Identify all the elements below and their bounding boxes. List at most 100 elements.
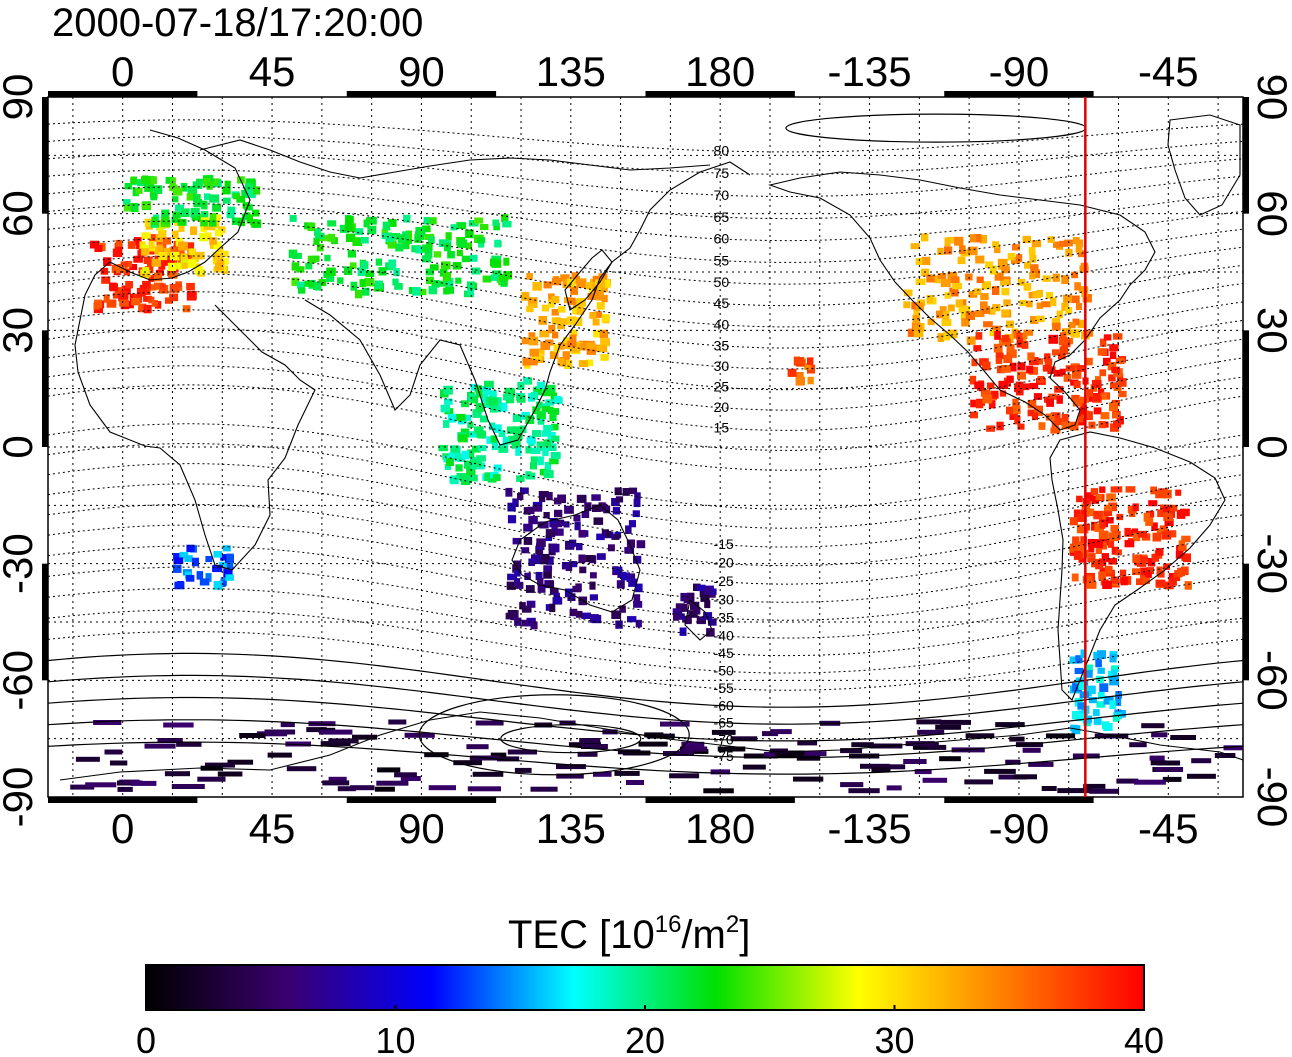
- tec-cell: [182, 305, 191, 313]
- tec-cell: [1097, 388, 1105, 397]
- colorbar-tick-label: 0: [136, 1020, 156, 1057]
- tec-cell: [475, 402, 485, 412]
- tec-cell: [528, 558, 535, 566]
- coast-japan: [564, 249, 613, 311]
- tec-cell: [267, 752, 292, 758]
- tec-cell: [541, 405, 550, 412]
- tec-cell: [1120, 577, 1128, 586]
- tec-cell: [1050, 427, 1061, 434]
- tec-cell: [1000, 365, 1011, 373]
- tec-cell: [209, 219, 217, 227]
- tec-cell: [529, 462, 537, 470]
- tec-cell: [141, 270, 151, 278]
- tec-cell: [136, 287, 146, 297]
- tec-cell: [913, 307, 920, 315]
- tec-cell: [567, 340, 577, 347]
- tec-cell: [552, 331, 559, 339]
- geomag-contour: [48, 443, 1243, 529]
- tec-cell: [572, 299, 580, 308]
- tec-cell: [502, 436, 510, 444]
- colorbar-tick-label: 30: [874, 1020, 914, 1057]
- tec-cell: [1026, 365, 1034, 374]
- tec-cell: [1094, 394, 1101, 402]
- tec-cell: [246, 190, 256, 199]
- tec-cell: [480, 415, 488, 423]
- tec-cell: [133, 255, 143, 263]
- tec-cell: [1155, 548, 1164, 556]
- tec-cell: [1027, 352, 1035, 361]
- tec-cell: [975, 310, 985, 318]
- tec-cell: [1017, 423, 1025, 430]
- tec-cell: [1161, 531, 1172, 540]
- left-lat-tick-label: 90: [0, 74, 41, 121]
- tec-cell: [537, 577, 544, 586]
- tec-cell: [1021, 341, 1029, 349]
- tec-cell: [457, 239, 467, 248]
- tec-cell: [1011, 244, 1021, 251]
- tec-cell: [632, 510, 640, 518]
- tec-cell: [153, 185, 163, 194]
- tec-cell: [1044, 353, 1051, 362]
- tec-cell: [1088, 553, 1096, 562]
- tec-cell: [596, 302, 605, 310]
- tec-cell: [633, 498, 641, 508]
- tec-cell: [546, 384, 556, 394]
- tec-cell: [180, 208, 190, 217]
- tec-cell: [1060, 332, 1067, 341]
- tec-cell: [946, 236, 956, 244]
- tec-cell: [505, 487, 513, 497]
- tec-cell: [730, 736, 758, 742]
- tec-cell: [622, 750, 651, 756]
- tec-cell: [543, 281, 552, 289]
- tec-cell: [947, 304, 955, 312]
- contour-labels: 80 75 70 65 60 55 50 45 40 35 30 25 20 15 -15 -20 -25 -30…: [714, 143, 734, 765]
- tec-cell: [1091, 558, 1099, 568]
- tec-cell: [1175, 489, 1182, 496]
- tec-cell: [535, 545, 543, 554]
- tec-cell: [807, 376, 814, 385]
- tec-cell: [474, 217, 484, 224]
- tec-cell: [1015, 388, 1024, 396]
- tec-cell: [562, 359, 573, 367]
- tec-cell: [514, 569, 521, 577]
- tec-cell: [490, 274, 500, 281]
- tec-cell: [347, 250, 356, 258]
- contour-label: -60: [714, 697, 734, 713]
- tec-cell: [117, 786, 133, 792]
- tec-cell: [523, 537, 533, 545]
- tec-cell: [633, 594, 641, 602]
- bottom-lon-tick-label: 90: [398, 805, 445, 852]
- tec-cell: [521, 619, 529, 627]
- frame-bar-right: [1243, 563, 1249, 681]
- tec-cell: [600, 338, 610, 347]
- colorbar-tick-label: 40: [1124, 1020, 1164, 1057]
- bottom-lon-tick-label: 45: [249, 805, 296, 852]
- tec-cell: [980, 293, 989, 300]
- tec-cell: [186, 193, 196, 201]
- left-lat-tick-label: -90: [0, 767, 41, 828]
- tec-cell: [1009, 362, 1017, 372]
- tec-cell: [1103, 507, 1113, 516]
- tec-cell: [1014, 415, 1021, 425]
- tec-cell: [344, 222, 353, 231]
- contour-label: -50: [714, 663, 734, 679]
- tec-cell: [1105, 517, 1114, 524]
- tec-cell: [886, 785, 902, 791]
- tec-cell: [528, 332, 536, 341]
- tec-cell: [463, 414, 472, 421]
- tec-cell: [428, 236, 435, 244]
- tec-cell: [359, 279, 366, 287]
- tec-cell: [286, 766, 317, 772]
- tec-cell: [546, 556, 554, 565]
- tec-cell: [543, 424, 553, 431]
- tec-cell: [466, 744, 489, 750]
- tec-cell: [173, 553, 180, 560]
- tec-cell: [344, 266, 353, 275]
- frame-bar-left: [42, 563, 48, 681]
- tec-cell: [1163, 563, 1170, 570]
- geomag-contour: [48, 463, 1243, 548]
- tec-cell: [941, 319, 952, 327]
- tec-cell: [1050, 412, 1061, 420]
- tec-cell: [944, 246, 953, 255]
- tec-cell: [445, 286, 455, 294]
